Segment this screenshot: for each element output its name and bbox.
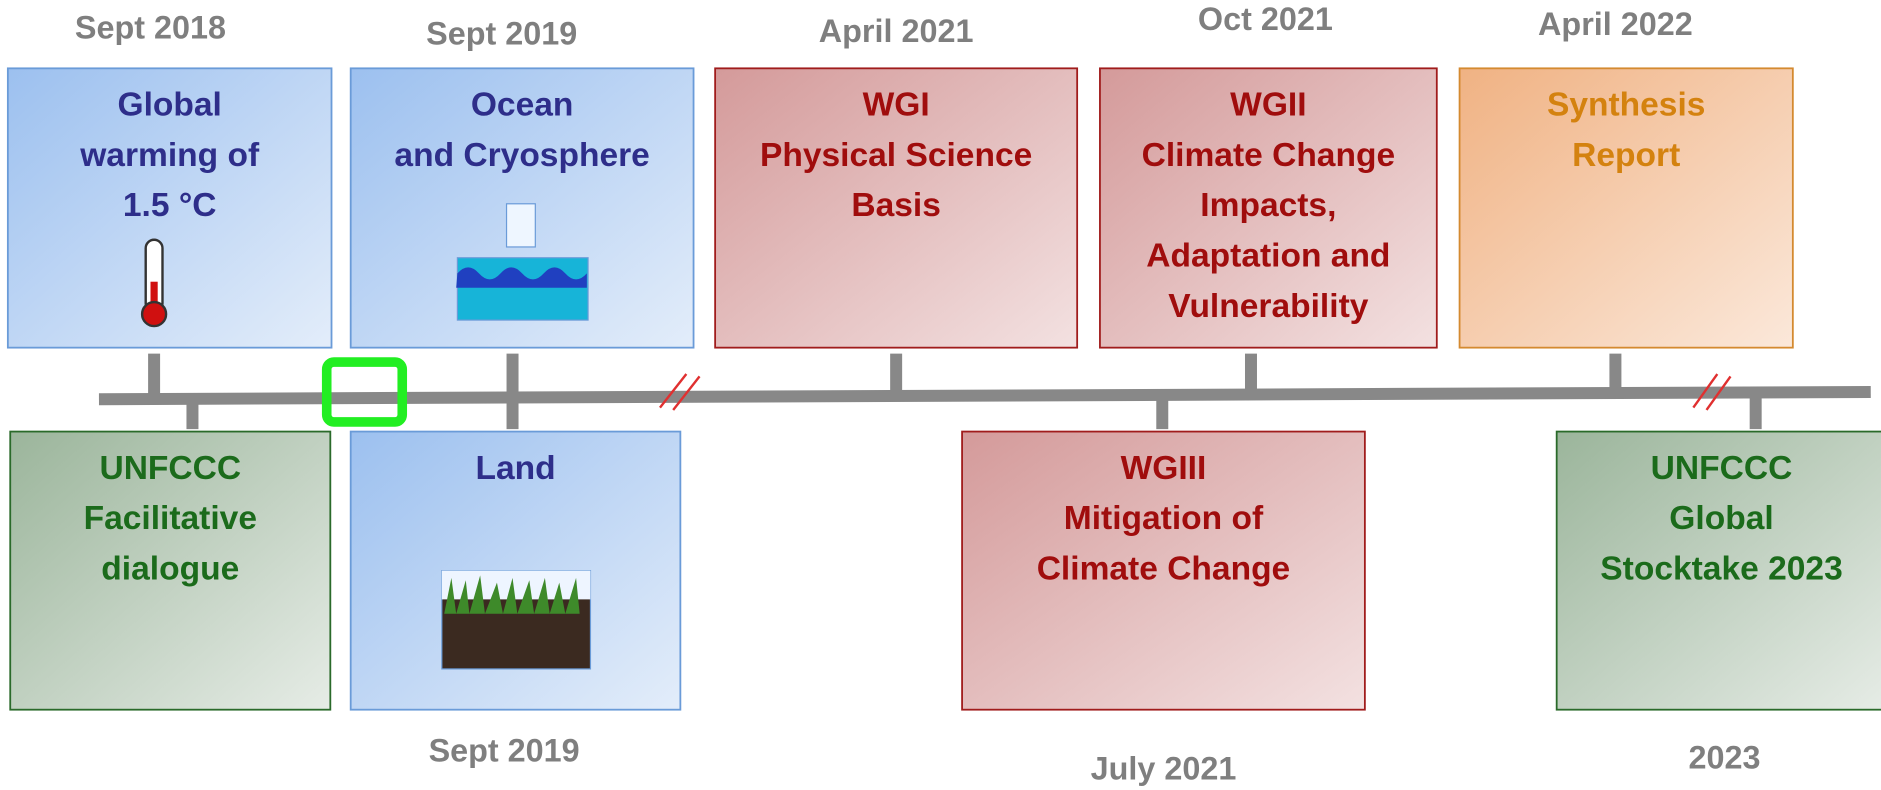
card-title: Global: [117, 87, 221, 124]
page: {"top":[ {"date":"Sept 2018","title":["G…: [0, 0, 1881, 790]
card-title: Global: [1669, 500, 1773, 537]
card-title: Stocktake 2023: [1600, 550, 1842, 587]
card-title: Synthesis: [1547, 87, 1705, 124]
date: Oct 2021: [1198, 1, 1333, 37]
card-title: WGI: [863, 87, 930, 124]
card-title: UNFCCC: [1651, 450, 1793, 487]
card-title: Climate Change: [1142, 137, 1396, 174]
card-title: Facilitative: [84, 500, 257, 537]
thermometer-bulb: [142, 302, 166, 326]
date: Sept 2019: [426, 16, 577, 52]
card-title: 1.5 °C: [123, 187, 217, 224]
card-title: warming of: [79, 137, 260, 174]
card-title: Physical Science: [760, 137, 1032, 174]
card-title: Vulnerability: [1168, 288, 1368, 325]
card-title: Mitigation of: [1064, 500, 1264, 537]
card-title: Land: [475, 450, 555, 487]
card-title: WGIII: [1121, 450, 1207, 487]
date: Sept 2019: [429, 732, 580, 768]
card-title: and Cryosphere: [394, 137, 649, 174]
timeline: Global warming of 1.5 °C Sept 2018 Ocean and …: [0, 0, 1881, 790]
card-title: Impacts,: [1200, 187, 1336, 224]
selection-highlight: [327, 362, 403, 422]
card-title: dialogue: [101, 550, 239, 587]
date: April 2021: [819, 13, 974, 49]
date: Sept 2018: [75, 10, 226, 46]
card-title: Adaptation and: [1146, 238, 1390, 275]
ocean-icon: [457, 258, 588, 320]
card-title: Ocean: [471, 87, 574, 124]
card-title: Report: [1572, 137, 1680, 174]
date: July 2021: [1091, 750, 1237, 786]
card-title: WGII: [1230, 87, 1306, 124]
card-title: UNFCCC: [99, 450, 241, 487]
card-title: Climate Change: [1037, 550, 1291, 587]
date: April 2022: [1538, 6, 1693, 42]
card-title: Basis: [851, 187, 941, 224]
date: 2023: [1689, 740, 1761, 776]
ice-icon: [507, 204, 536, 247]
